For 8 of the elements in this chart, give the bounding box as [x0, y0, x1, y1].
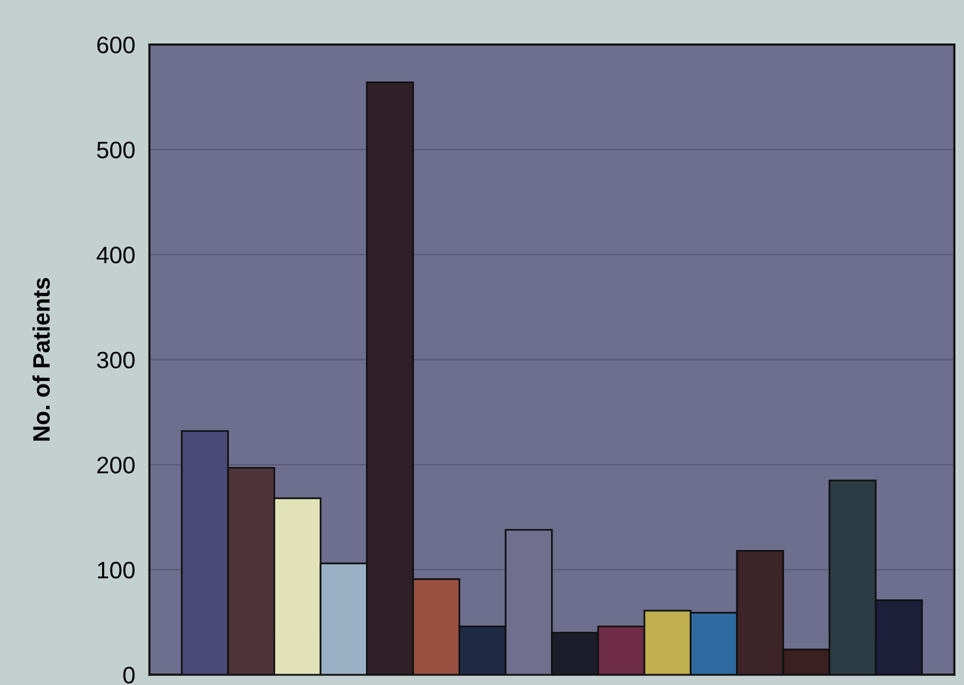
- y-tick-label: 600: [97, 36, 135, 54]
- y-tick-label: 400: [96, 246, 135, 264]
- y-axis-title: No. of Patients: [32, 278, 50, 441]
- y-tick-label: 500: [97, 142, 135, 158]
- y-tick-label: 200: [97, 456, 135, 474]
- y-tick-label: 100: [98, 562, 135, 578]
- y-tick-label: 300: [97, 352, 135, 368]
- y-tick-label: 0: [123, 666, 135, 684]
